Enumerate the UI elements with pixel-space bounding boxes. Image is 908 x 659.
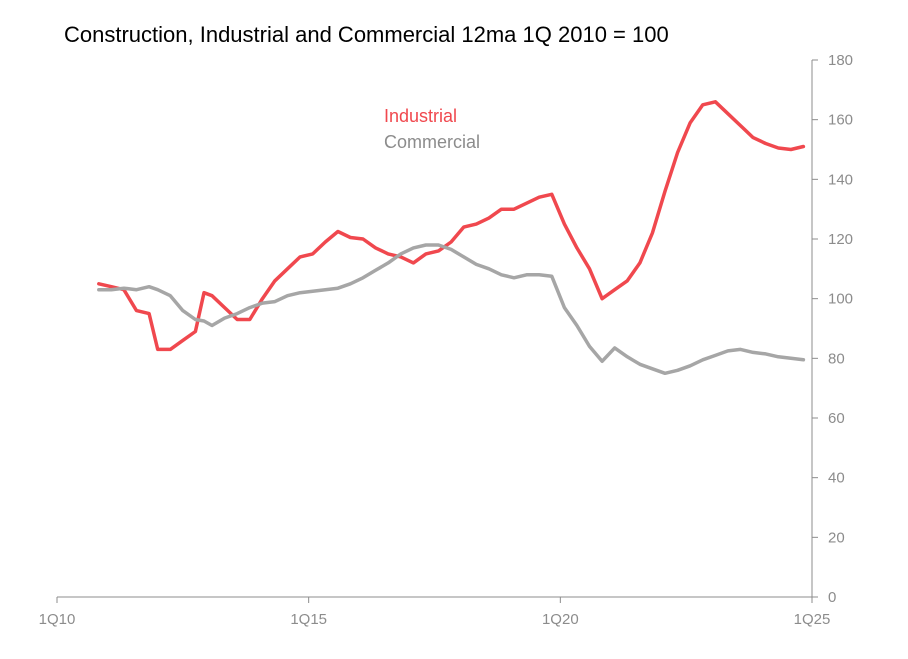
series-line-industrial	[97, 100, 806, 352]
chart-title: Construction, Industrial and Commercial …	[64, 22, 669, 47]
series-line-commercial	[97, 243, 806, 376]
y-tick-label: 180	[828, 52, 853, 69]
x-tick-label: 1Q15	[290, 611, 327, 628]
y-tick-label: 40	[828, 470, 845, 487]
x-tick-label: 1Q10	[39, 611, 76, 628]
y-tick-label: 160	[828, 112, 853, 129]
y-tick-label: 80	[828, 350, 845, 367]
series-layer	[97, 100, 806, 376]
x-tick-label: 1Q25	[794, 611, 831, 628]
y-tick-label: 100	[828, 291, 853, 308]
y-tick-label: 60	[828, 410, 845, 427]
axes: 0 20 40 60 80 100 120 140 160 180 1Q10 1Q15 1Q20 1Q25	[39, 52, 853, 628]
x-tick-label: 1Q20	[542, 611, 579, 628]
y-tick-label: 140	[828, 171, 853, 188]
y-tick-label: 0	[828, 589, 836, 606]
y-tick-label: 120	[828, 231, 853, 248]
legend-industrial: Industrial	[384, 106, 458, 126]
y-tick-label: 20	[828, 529, 845, 546]
legend-commercial: Commercial	[384, 132, 481, 152]
